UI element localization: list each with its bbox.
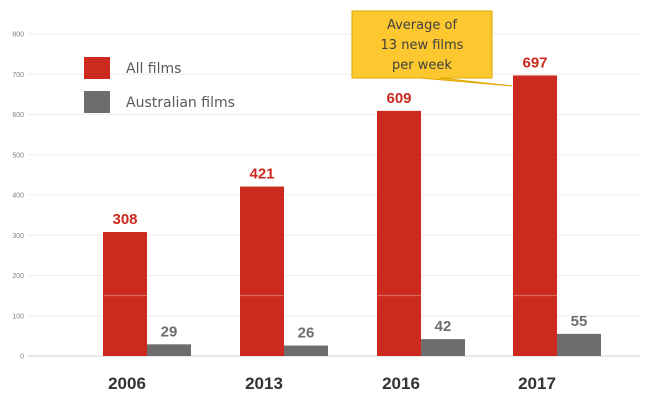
annotation-callout: Average of 13 new films per week bbox=[351, 10, 513, 87]
data-label: 42 bbox=[435, 318, 452, 335]
bar-all-films-2006 bbox=[103, 232, 147, 356]
callout-line-1: Average of bbox=[387, 18, 457, 33]
legend-swatch-all-films bbox=[84, 57, 110, 79]
bar-all-films-2017 bbox=[513, 75, 557, 357]
data-label: 308 bbox=[112, 211, 137, 228]
data-label: 55 bbox=[571, 313, 588, 330]
y-axis-ticks: 0 100 200 300 400 500 600 700 800 bbox=[12, 32, 24, 361]
data-label: 29 bbox=[161, 323, 178, 340]
y-tick-label: 200 bbox=[12, 273, 24, 280]
callout-box bbox=[351, 10, 513, 87]
legend-swatch-australian-films bbox=[84, 91, 110, 113]
legend-label-australian-films: Australian films bbox=[126, 95, 235, 111]
y-tick-label: 300 bbox=[12, 233, 24, 240]
y-tick-label: 700 bbox=[12, 72, 24, 79]
bar-australian-films-2017 bbox=[557, 333, 601, 356]
bar-australian-films-2016 bbox=[421, 339, 465, 356]
x-category-label: 2006 bbox=[108, 374, 146, 393]
legend-label-all-films: All films bbox=[126, 61, 181, 77]
callout-line-2: 13 new films bbox=[381, 38, 464, 53]
bar-all-films-2016 bbox=[377, 110, 421, 356]
data-label: 609 bbox=[386, 90, 411, 107]
bar-all-films-2013 bbox=[240, 186, 284, 356]
bar-australian-films-2006 bbox=[147, 344, 191, 356]
y-tick-label: 400 bbox=[12, 193, 24, 200]
data-label: 26 bbox=[298, 325, 315, 342]
x-axis-categories: 2006 2013 2016 2017 bbox=[108, 374, 556, 393]
legend: All films Australian films bbox=[84, 57, 235, 113]
data-label: 421 bbox=[249, 166, 274, 183]
y-tick-label: 0 bbox=[20, 354, 24, 361]
x-category-label: 2016 bbox=[382, 374, 420, 393]
x-category-label: 2017 bbox=[518, 374, 556, 393]
y-tick-label: 600 bbox=[12, 112, 24, 119]
y-tick-label: 500 bbox=[12, 152, 24, 159]
y-tick-label: 100 bbox=[12, 313, 24, 320]
callout-line-3: per week bbox=[392, 58, 452, 73]
data-labels: 308 29 421 26 609 42 697 55 bbox=[112, 54, 587, 341]
x-category-label: 2013 bbox=[245, 374, 283, 393]
data-label: 697 bbox=[522, 54, 547, 71]
bars bbox=[103, 75, 601, 357]
y-tick-label: 800 bbox=[12, 32, 24, 39]
bar-australian-films-2013 bbox=[284, 345, 328, 356]
